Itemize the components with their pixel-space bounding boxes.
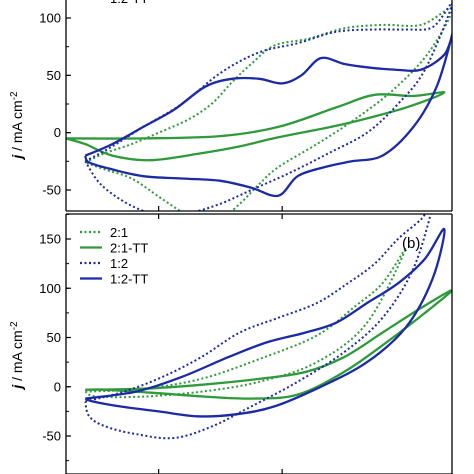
series-line-s21tt [85,289,452,400]
y-tick-label: 50 [47,68,61,83]
y-axis-label: j / mA cm-2 [9,91,25,161]
y-tick-label: 0 [54,379,61,394]
chart-panel-2: -50 0 50 100 150 j / mA cm-2 (b) 2:12:1-TT1:21:… [9,213,453,474]
legend: 2:12:1-TT1:21:2-TT [80,225,148,287]
legend-label: 2:1 [110,225,128,240]
y-tick-label: 50 [47,330,61,345]
legend-label: 1:2-TT [110,272,148,287]
y-tick-label: -50 [42,429,61,444]
series-group [84,214,452,440]
series-group [66,2,452,211]
series-line-s12 [84,214,432,440]
y-tick-label: 0 [54,125,61,140]
legend-label: 1:2-TT [110,0,148,6]
series-line-s12tt [84,33,452,198]
series-line-s12tt [84,228,446,418]
y-tick-label: 150 [39,232,61,247]
legend-label: 2:1-TT [110,241,148,256]
y-tick-label: 100 [39,11,61,26]
y-tick-label: 100 [39,281,61,296]
panel-label: (b) [402,235,420,252]
y-tick-label: -50 [42,183,61,198]
series-line-s21 [84,247,407,399]
series-line-s21 [84,7,452,211]
legend: 1:2-TT [110,0,148,6]
y-axis-label: j / mA cm-2 [9,321,25,391]
legend-label: 1:2 [110,256,128,271]
series-line-s12 [84,2,452,211]
series-line-s21tt [66,91,446,162]
chart-panel-1: -50 0 50 100 j / mA cm-2 1:2-TT [9,0,453,212]
